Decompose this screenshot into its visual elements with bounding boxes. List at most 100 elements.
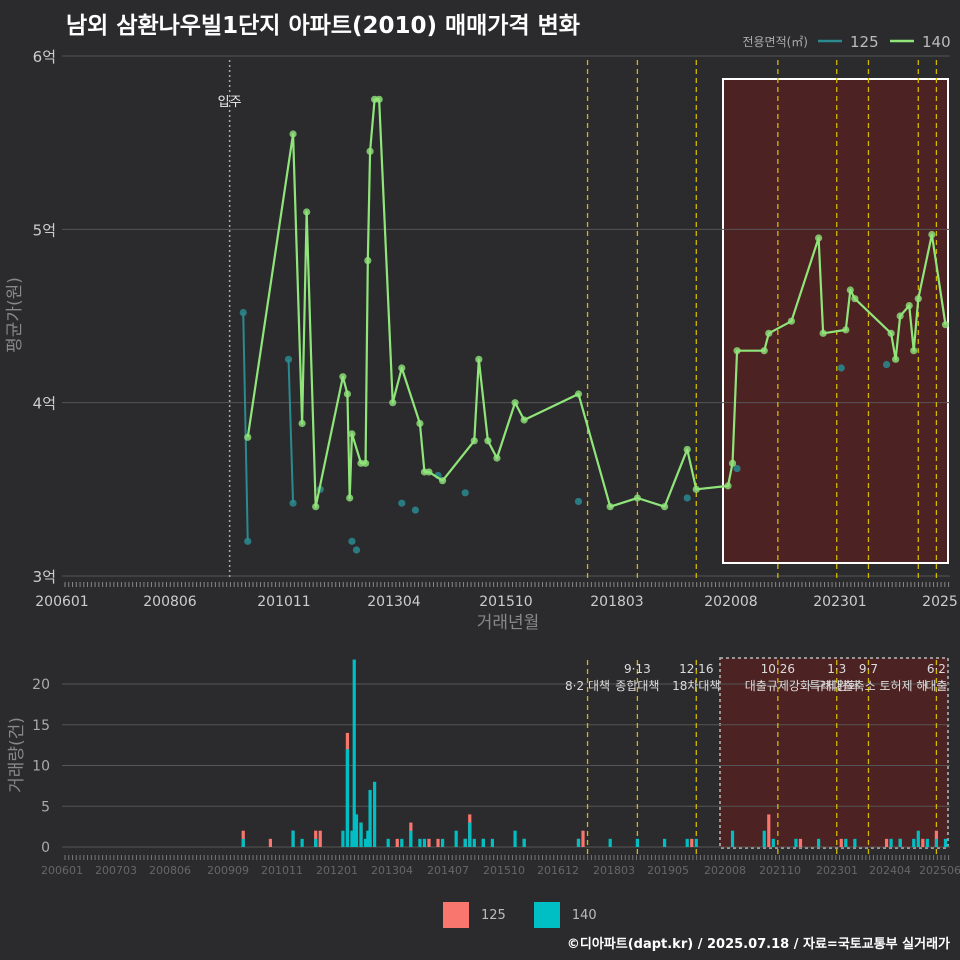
bar-125 [690,838,694,847]
bar-140 [472,838,476,847]
point-140 [398,364,406,372]
bar-140 [366,830,370,847]
bar-140 [943,838,948,847]
bar-140 [635,838,639,847]
point-125 [574,497,583,506]
bar-140 [481,838,485,847]
point-140 [375,95,383,103]
point-140 [910,347,918,355]
policy-date-label: 6·2 [927,662,946,676]
bar-140 [771,838,775,847]
legend-label-140: 140 [922,33,951,51]
bar-x-tick-label: 200703 [95,864,137,877]
point-125 [461,489,469,497]
bar-140 [522,838,526,847]
bar-140 [685,838,689,847]
point-140 [303,208,311,216]
point-140 [941,321,950,329]
bar-140 [363,838,368,847]
legend-label-140: 140 [571,907,597,923]
y-tick-label: 3억 [33,568,56,586]
bar-140 [817,838,821,847]
bar-140 [386,838,390,847]
bar-140 [662,838,667,847]
bar-140 [345,749,350,847]
policy-name-label: 8·2 대책 [565,678,610,693]
point-140 [343,390,352,398]
point-140 [416,419,424,428]
bar-x-tick-label: 202301 [816,864,858,877]
point-140 [289,130,297,138]
point-140 [574,390,583,398]
policy-name-label: 규제완화 [815,679,859,693]
bar-125 [767,814,771,847]
bar-140 [463,838,467,847]
point-140 [511,399,519,407]
bar-125 [581,830,585,847]
y-tick-label: 4억 [33,395,56,413]
bar-125 [921,838,925,847]
bar-x-tick-label: 202008 [704,864,746,877]
policy-date-label: 9·13 [624,662,651,676]
bar-140 [934,838,939,847]
y-axis-title: 평균가(원) [5,277,25,353]
bar-140 [300,838,304,847]
highlight-box [722,78,949,564]
bar-140 [925,838,929,847]
bar-x-tick-label: 200806 [149,864,191,877]
bar-y-tick-label: 10 [32,759,50,775]
bar-140 [314,838,318,847]
bar-x-tick-label: 201201 [316,864,358,877]
legend-label-125: 125 [481,907,506,923]
point-125 [411,506,419,514]
point-140 [339,373,347,381]
x-tick-label: 201803 [590,594,643,610]
point-140 [606,503,614,511]
legend-swatch-125 [443,902,469,928]
bar-x-tick-label: 201011 [261,864,303,877]
bar-y-axis-title: 거래량(건) [7,717,27,793]
bar-140 [368,789,372,847]
bar-125 [395,838,399,847]
point-140 [724,482,732,490]
point-125 [244,537,252,545]
point-140 [244,433,252,441]
bar-125 [318,830,322,847]
series-line-140 [246,98,947,508]
bar-140 [341,830,345,847]
point-140 [892,355,900,363]
point-140 [683,445,691,454]
point-140 [475,355,483,363]
point-140 [361,459,370,467]
x-tick-label: 200806 [143,594,197,610]
policy-date-label: 10·26 [761,662,795,676]
point-140 [520,416,528,424]
bar-x-tick-label: 201510 [483,864,525,877]
bar-140 [373,781,377,847]
point-140 [815,234,823,242]
point-140 [851,295,859,303]
point-140 [787,317,796,325]
bar-140 [490,838,495,847]
point-125 [733,464,741,473]
bar-125 [798,838,803,847]
bar-140 [889,838,893,847]
point-140 [312,503,320,511]
bar-140 [468,822,472,847]
bar-y-tick-label: 15 [32,718,50,734]
bar-legend: 125 140 [443,902,625,928]
bar-y-tick-label: 0 [41,840,50,856]
bar-140 [608,838,612,847]
bar-140 [576,838,581,847]
point-125 [348,537,356,545]
point-140 [438,477,447,485]
y-tick-label: 6억 [33,48,56,66]
bar-125 [436,838,440,847]
footer-credit: ©디아파트(dapt.kr) / 2025.07.18 / 자료=국토교통부 실… [566,937,950,952]
bar-140 [844,838,848,847]
point-140 [765,329,773,337]
bar-140 [359,822,363,847]
bar-140 [418,838,422,847]
point-140 [928,230,936,239]
